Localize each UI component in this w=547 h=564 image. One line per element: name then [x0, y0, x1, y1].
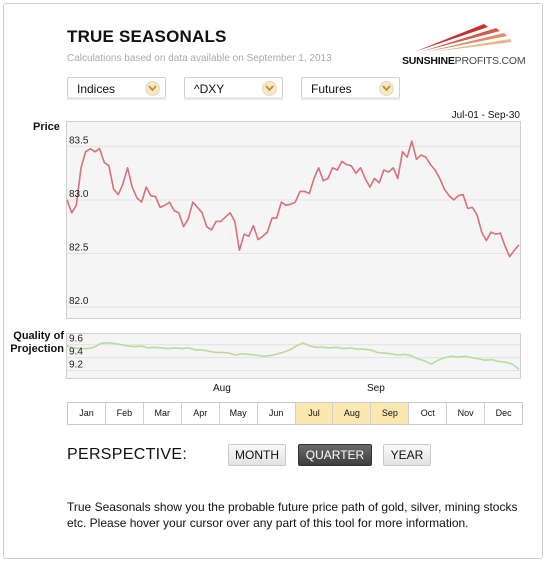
quarter-button[interactable]: QUARTER: [298, 444, 372, 466]
select-underline: [67, 97, 166, 100]
price-tick-label: 82.5: [69, 242, 89, 253]
month-cell-sep[interactable]: Sep: [371, 403, 410, 424]
date-range-label: Jul-01 - Sep-30: [451, 110, 520, 121]
year-button[interactable]: YEAR: [383, 444, 431, 466]
month-cell-feb[interactable]: Feb: [105, 403, 144, 424]
sunshine-profits-logo[interactable]: SUNSHINEPROFITS.COM: [402, 22, 526, 68]
asset-class-select[interactable]: Indices: [67, 77, 166, 99]
axis-label-aug: Aug: [213, 383, 231, 394]
month-cell-jul[interactable]: Jul: [295, 403, 334, 424]
month-cell-mar[interactable]: Mar: [143, 403, 182, 424]
month-button[interactable]: MONTH: [228, 444, 286, 466]
perspective-label: PERSPECTIVE:: [67, 446, 188, 463]
quality-tick-label: 9.6: [69, 334, 83, 345]
description-text: True Seasonals show you the probable fut…: [67, 500, 518, 530]
month-cell-apr[interactable]: Apr: [181, 403, 220, 424]
quality-series-line: [66, 342, 520, 370]
chevron-down-icon: [379, 81, 394, 96]
axis-label-sep: Sep: [367, 383, 385, 394]
quality-chart[interactable]: 9.2 9.4 9.6: [66, 333, 521, 379]
select-underline: [301, 97, 400, 100]
month-cell-nov[interactable]: Nov: [447, 403, 486, 424]
price-axis-label: Price: [33, 121, 60, 133]
month-cell-jun[interactable]: Jun: [257, 403, 296, 424]
sunshine-rays-icon: [414, 24, 512, 52]
select-underline: [184, 97, 283, 100]
month-cell-may[interactable]: May: [219, 403, 258, 424]
price-tick-label: 83.5: [69, 135, 89, 146]
price-series-line: [66, 140, 520, 258]
price-chart[interactable]: 82.0 82.5 83.0 83.5: [66, 121, 521, 319]
chevron-down-icon: [145, 81, 160, 96]
chevron-down-icon: [262, 81, 277, 96]
instrument-select[interactable]: ^DXY: [184, 77, 283, 99]
month-cell-jan[interactable]: Jan: [68, 403, 106, 424]
month-cell-dec[interactable]: Dec: [485, 403, 523, 424]
quality-tick-label: 9.4: [69, 347, 83, 358]
price-tick-label: 83.0: [69, 189, 89, 200]
month-selector: Jan Feb Mar Apr May Jun Jul Aug Sep Oct Nov Dec: [67, 402, 523, 425]
quality-axis-label: Quality of Projection: [10, 330, 64, 355]
logo-wordmark: SUNSHINEPROFITS.COM: [402, 55, 526, 67]
month-cell-oct[interactable]: Oct: [409, 403, 448, 424]
price-tick-label: 82.0: [69, 296, 89, 307]
quality-tick-label: 9.2: [69, 360, 83, 371]
month-cell-aug[interactable]: Aug: [333, 403, 372, 424]
data-date-subtitle: Calculations based on data available on …: [67, 53, 332, 64]
contract-type-select[interactable]: Futures: [301, 77, 400, 99]
page-title: TRUE SEASONALS: [67, 27, 227, 46]
